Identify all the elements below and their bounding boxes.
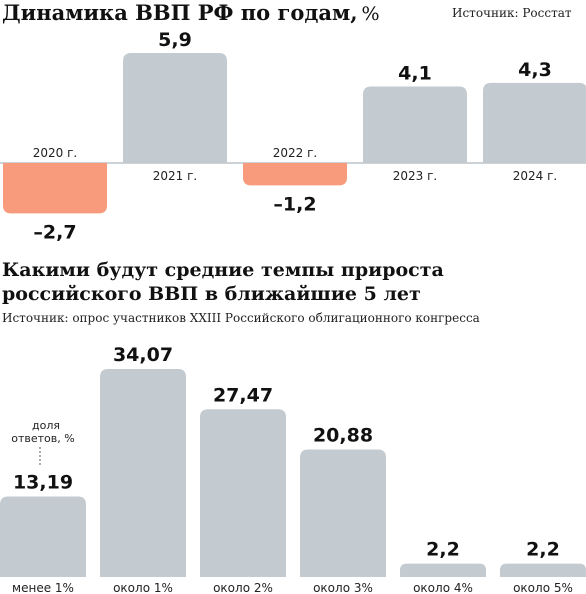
share-of-answers-note-line-2: ответов, % [11, 432, 74, 445]
forecast-bar [100, 369, 186, 577]
gdp-year-label: 2023 г. [393, 169, 437, 183]
forecast-bar [300, 449, 386, 577]
forecast-category-label: около 4% [413, 581, 473, 594]
forecast-category-label: около 1% [113, 581, 173, 594]
gdp-year-label: 2021 г. [153, 169, 197, 183]
gdp-value-label: –2,7 [33, 221, 76, 243]
forecast-chart: доля ответов, % 13,19 менее 1% 34,07 около … [0, 344, 586, 594]
gdp-chart-unit: % [361, 3, 380, 25]
forecast-value-label: 13,19 [13, 471, 73, 493]
gdp-chart-title-text: Динамика ВВП РФ по годам, [2, 0, 358, 25]
gdp-value-label: –1,2 [273, 193, 316, 215]
gdp-year-label: 2024 г. [513, 169, 557, 183]
forecast-chart-title-line-1: Какими будут средние темпы прироста [2, 259, 444, 281]
gdp-bar [483, 82, 586, 163]
gdp-chart-title: Динамика ВВП РФ по годам,% [2, 0, 380, 25]
forecast-category-label: около 3% [313, 581, 373, 594]
share-of-answers-note-line-1: доля [32, 419, 60, 432]
forecast-bar [0, 496, 86, 577]
gdp-value-label: 4,3 [518, 59, 552, 81]
forecast-value-label: 27,47 [213, 384, 273, 406]
forecast-bar [200, 409, 286, 577]
gdp-year-label: 2020 г. [33, 146, 77, 160]
gdp-chart: –2,7 2020 г. 5,9 2021 г. –1,2 2022 г. 4,1 2023 … [0, 29, 586, 243]
forecast-chart-source: Источник: опрос участников XXIII Российс… [2, 311, 480, 325]
forecast-value-label: 2,2 [426, 539, 460, 561]
gdp-bar [243, 163, 347, 186]
forecast-category-label: менее 1% [12, 581, 74, 594]
forecast-chart-title-line-2: российского ВВП в ближайшие 5 лет [2, 283, 421, 305]
gdp-bar [363, 86, 467, 163]
forecast-category-label: около 5% [513, 581, 573, 594]
forecast-value-label: 20,88 [313, 425, 373, 447]
gdp-chart-source: Источник: Росстат [452, 6, 572, 20]
forecast-category-label: около 2% [213, 581, 273, 594]
gdp-bar [123, 53, 227, 163]
gdp-bar [3, 163, 107, 214]
forecast-value-label: 2,2 [526, 539, 560, 561]
forecast-bar [400, 563, 486, 577]
forecast-bar [500, 563, 586, 577]
gdp-value-label: 4,1 [398, 63, 432, 85]
forecast-value-label: 34,07 [113, 344, 173, 366]
gdp-year-label: 2022 г. [273, 146, 317, 160]
gdp-value-label: 5,9 [158, 29, 192, 51]
